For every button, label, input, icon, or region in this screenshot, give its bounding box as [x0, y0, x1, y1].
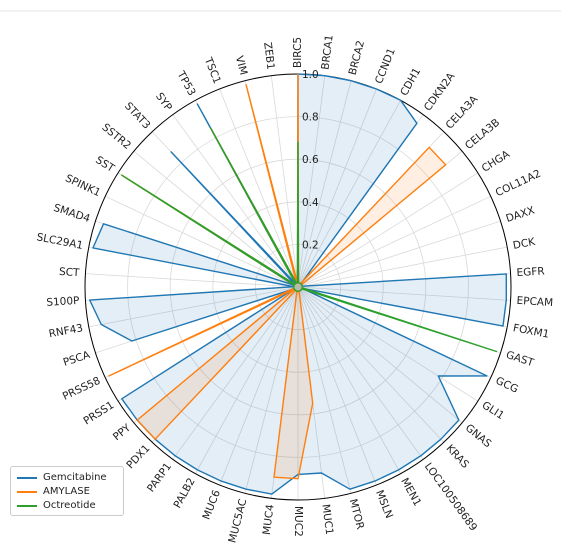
legend-swatch [17, 505, 37, 507]
grid-spoke [297, 195, 491, 288]
grid-spoke [105, 195, 299, 288]
category-label: SYP [153, 91, 174, 114]
category-label: GNAS [463, 422, 494, 450]
category-label: DAXX [504, 204, 536, 225]
category-label: RNF43 [48, 322, 84, 340]
legend-label: Gemcitabine [43, 472, 107, 483]
radial-tick-labels: 0.2 0.4 0.6 0.8 1.0 [302, 69, 319, 251]
grid-spoke [297, 88, 377, 288]
category-label: SCT [59, 266, 81, 279]
radial-tick-label: 0.2 [302, 239, 319, 251]
category-label: MEN1 [398, 476, 423, 508]
category-label: CDH1 [398, 66, 423, 98]
category-label: MUC4 [261, 503, 277, 535]
category-label: PRSS58 [61, 375, 103, 403]
category-label: PDX1 [124, 442, 152, 471]
category-label: SLC29A1 [36, 231, 84, 252]
series-lines [88, 73, 507, 495]
category-label: DCK [512, 236, 537, 252]
category-label: S100P [46, 295, 80, 309]
radial-tick-label: 1.0 [302, 69, 319, 81]
category-label: PPY [111, 422, 134, 444]
category-label: PSCA [62, 349, 93, 369]
category-label: SPINK1 [63, 172, 102, 199]
legend-swatch [17, 477, 37, 479]
category-label: VIM [233, 55, 249, 77]
grid-spoke [297, 286, 352, 494]
grid-spoke [244, 286, 299, 494]
radial-tick-label: 0.6 [302, 154, 319, 166]
grid-spoke [297, 80, 352, 288]
legend-label: Octreotide [43, 500, 96, 511]
grid-spoke [270, 75, 299, 288]
series-fills [89, 74, 507, 495]
category-label: MUC6 [200, 488, 223, 521]
category-label: SMAD4 [52, 202, 92, 225]
category-label: PRSS1 [81, 399, 116, 427]
grid-spoke [297, 286, 401, 474]
grid-spoke [297, 286, 479, 402]
category-label: MTOR [347, 498, 366, 531]
category-label: EGFR [516, 265, 545, 279]
category-label: CELA3A [444, 93, 481, 132]
category-label: CELA3B [463, 117, 502, 152]
grid-spoke [195, 286, 299, 474]
grid-spoke [172, 114, 299, 288]
series-area [109, 74, 446, 479]
grid-spoke [297, 246, 508, 288]
grid-spoke [88, 286, 299, 328]
category-label: TP53 [174, 68, 198, 98]
category-label: COL11A2 [494, 168, 543, 200]
grid-spoke [172, 286, 299, 460]
grid-spoke [297, 286, 463, 424]
grid-spoke [297, 286, 424, 460]
category-label: GCG [494, 375, 520, 396]
category-label: GAST [504, 349, 535, 369]
category-label: FOXM1 [512, 322, 550, 341]
grid-spoke [297, 220, 501, 288]
category-label: MUC5AC [226, 498, 249, 545]
radial-tick-label: 0.8 [302, 112, 319, 124]
grid-spoke [133, 150, 299, 288]
category-label: PALB2 [172, 476, 198, 510]
series-line [121, 127, 498, 353]
grid-spoke [219, 88, 299, 288]
category-label: PARP1 [145, 461, 174, 495]
category-label: MUC2 [292, 506, 304, 537]
category-label: ZEB1 [261, 41, 276, 70]
legend-label: AMYLASE [43, 486, 90, 497]
grid-spoke [297, 172, 479, 288]
category-label: SSTR2 [99, 121, 133, 152]
category-label: SST [93, 154, 117, 175]
grid-spoke [297, 100, 401, 288]
legend: Gemcitabine AMYLASE Octreotide [10, 466, 124, 516]
category-label: TSC1 [201, 55, 222, 86]
category-label: LOC100508689 [422, 461, 479, 534]
category-label: GLI1 [480, 399, 506, 422]
series-area [89, 74, 507, 495]
category-label: BRCA2 [347, 39, 367, 76]
category-label: MUC1 [319, 504, 335, 536]
grid-spoke [219, 286, 299, 486]
grid-spoke [297, 286, 511, 301]
grid-spoke [297, 286, 445, 443]
grid-spoke [85, 273, 299, 288]
radial-tick-label: 0.4 [302, 197, 319, 209]
grid-spoke [297, 286, 377, 486]
category-label: EPCAM [516, 295, 553, 309]
legend-swatch [17, 491, 37, 493]
category-label: BRCA1 [319, 34, 335, 70]
category-label: CHGA [480, 148, 513, 175]
category-label: MSLN [373, 488, 395, 520]
category-label: KRAS [444, 442, 472, 471]
category-label: STAT3 [122, 100, 152, 131]
category-label: CCND1 [373, 47, 398, 86]
category-label: BIRC5 [292, 37, 304, 68]
category-label: CDKN2A [422, 70, 458, 113]
grid-spoke [297, 75, 326, 288]
